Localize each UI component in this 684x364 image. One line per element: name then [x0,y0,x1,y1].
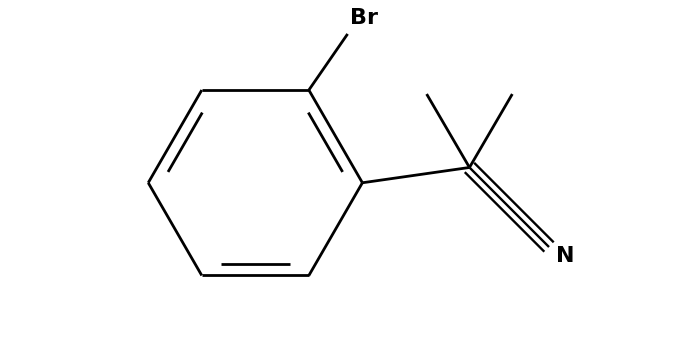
Text: N: N [556,246,575,266]
Text: Br: Br [350,8,378,28]
